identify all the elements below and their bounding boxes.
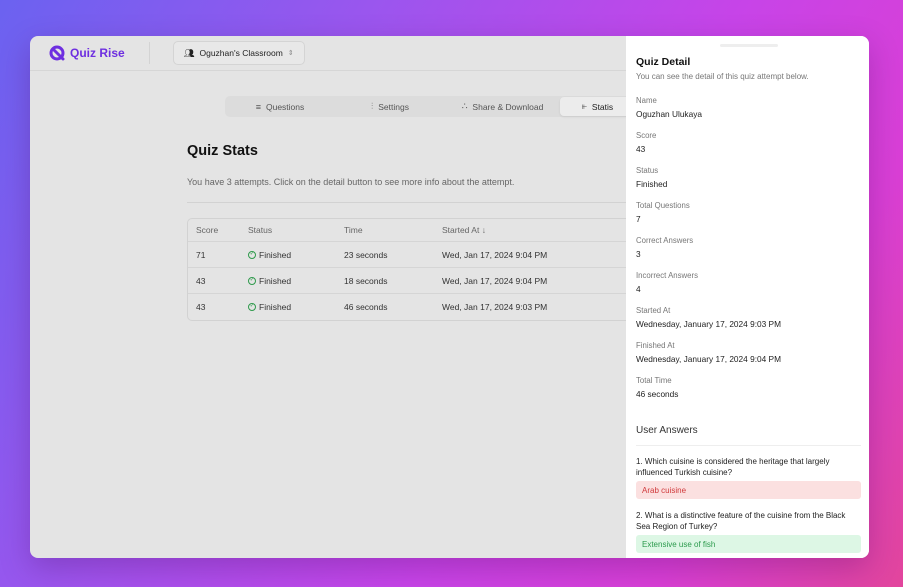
detail-subtitle: You can see the detail of this quiz atte… bbox=[636, 72, 809, 81]
classroom-selector[interactable]: 👥︎ Oguzhan's Classroom ⇕ bbox=[172, 41, 305, 65]
cell-score: 43 bbox=[196, 275, 206, 286]
sliders-icon: ⫶ bbox=[371, 101, 374, 111]
tab-statistics[interactable]: ⫦ Statis bbox=[560, 97, 635, 116]
field-total-questions: Total Questions 7 bbox=[636, 201, 690, 224]
cell-started-at: Wed, Jan 17, 2024 9:03 PM bbox=[442, 302, 548, 312]
detail-title: Quiz Detail bbox=[636, 56, 691, 68]
question-text: 1. Which cuisine is considered the herit… bbox=[636, 457, 830, 477]
cell-score: 71 bbox=[196, 249, 206, 260]
cell-score: 43 bbox=[196, 302, 206, 312]
quiz-detail-panel: Quiz Detail You can see the detail of th… bbox=[626, 36, 869, 558]
cell-started-at: Wed, Jan 17, 2024 9:04 PM bbox=[442, 249, 548, 260]
chevron-updown-icon: ⇕ bbox=[287, 50, 294, 57]
field-score: Score 43 bbox=[636, 131, 657, 154]
cell-status: ✓ Finished bbox=[248, 275, 292, 286]
field-status: Status Finished bbox=[636, 166, 668, 189]
cell-time: 23 seconds bbox=[344, 249, 388, 260]
field-total-time: Total Time 46 seconds bbox=[636, 376, 679, 399]
header-status[interactable]: Status bbox=[248, 225, 273, 235]
answer-incorrect: Arab cuisine bbox=[636, 481, 861, 499]
quiz-rise-logo-icon bbox=[49, 45, 65, 61]
cell-status: ✓ Finished bbox=[248, 302, 292, 312]
cell-time: 18 seconds bbox=[344, 275, 388, 286]
divider bbox=[148, 42, 150, 64]
field-started-at: Started At Wednesday, January 17, 2024 9… bbox=[636, 306, 781, 329]
top-bar: Quiz Rise 👥︎ Oguzhan's Classroom ⇕ bbox=[30, 36, 626, 71]
answer-correct: Extensive use of fish bbox=[636, 535, 861, 553]
page-subtitle: You have 3 attempts. Click on the detail… bbox=[187, 177, 515, 187]
divider bbox=[187, 202, 627, 203]
tab-bar: ≡ Questions ⫶ Settings ∴ Share & Downloa… bbox=[225, 96, 635, 117]
share-icon: ∴ bbox=[461, 101, 468, 111]
table-row[interactable]: 43 ✓ Finished 46 seconds Wed, Jan 17, 20… bbox=[188, 294, 637, 320]
field-name: Name Oguzhan Ulukaya bbox=[636, 96, 702, 119]
check-circle-icon: ✓ bbox=[248, 250, 256, 259]
header-started-at[interactable]: Started At ↓ bbox=[442, 225, 486, 235]
app-name: Quiz Rise bbox=[70, 46, 125, 60]
chart-icon: ⫦ bbox=[581, 101, 587, 111]
app-window: Quiz Rise 👥︎ Oguzhan's Classroom ⇕ ≡ Que… bbox=[30, 36, 869, 558]
header-time[interactable]: Time bbox=[344, 225, 363, 235]
cell-started-at: Wed, Jan 17, 2024 9:04 PM bbox=[442, 275, 548, 286]
table-row[interactable]: 71 ✓ Finished 23 seconds Wed, Jan 17, 20… bbox=[188, 242, 637, 268]
tab-settings[interactable]: ⫶ Settings bbox=[371, 101, 409, 112]
classroom-name: Oguzhan's Classroom bbox=[199, 48, 283, 58]
tab-questions[interactable]: ≡ Questions bbox=[255, 101, 305, 112]
tab-share-download[interactable]: ∴ Share & Download bbox=[461, 101, 544, 112]
table-row[interactable]: 43 ✓ Finished 18 seconds Wed, Jan 17, 20… bbox=[188, 268, 637, 294]
list-icon: ≡ bbox=[255, 101, 261, 112]
users-icon: 👥︎ bbox=[183, 47, 195, 58]
cell-time: 46 seconds bbox=[344, 302, 388, 312]
check-circle-icon: ✓ bbox=[248, 276, 256, 285]
question-text: 2. What is a distinctive feature of the … bbox=[636, 511, 846, 531]
table-header: Score Status Time Started At ↓ bbox=[188, 219, 637, 242]
cell-status: ✓ Finished bbox=[248, 249, 292, 260]
page-title: Quiz Stats bbox=[187, 143, 258, 159]
user-answers-title: User Answers bbox=[636, 425, 698, 436]
divider bbox=[636, 445, 861, 446]
field-finished-at: Finished At Wednesday, January 17, 2024 … bbox=[636, 341, 781, 364]
check-circle-icon: ✓ bbox=[248, 303, 256, 311]
drag-handle[interactable] bbox=[720, 44, 778, 47]
header-score[interactable]: Score bbox=[196, 225, 219, 235]
logo[interactable]: Quiz Rise bbox=[49, 45, 125, 61]
field-correct-answers: Correct Answers 3 bbox=[636, 236, 694, 259]
attempts-table: Score Status Time Started At ↓ 71 ✓ Fini… bbox=[187, 218, 637, 321]
field-incorrect-answers: Incorrect Answers 4 bbox=[636, 271, 698, 294]
